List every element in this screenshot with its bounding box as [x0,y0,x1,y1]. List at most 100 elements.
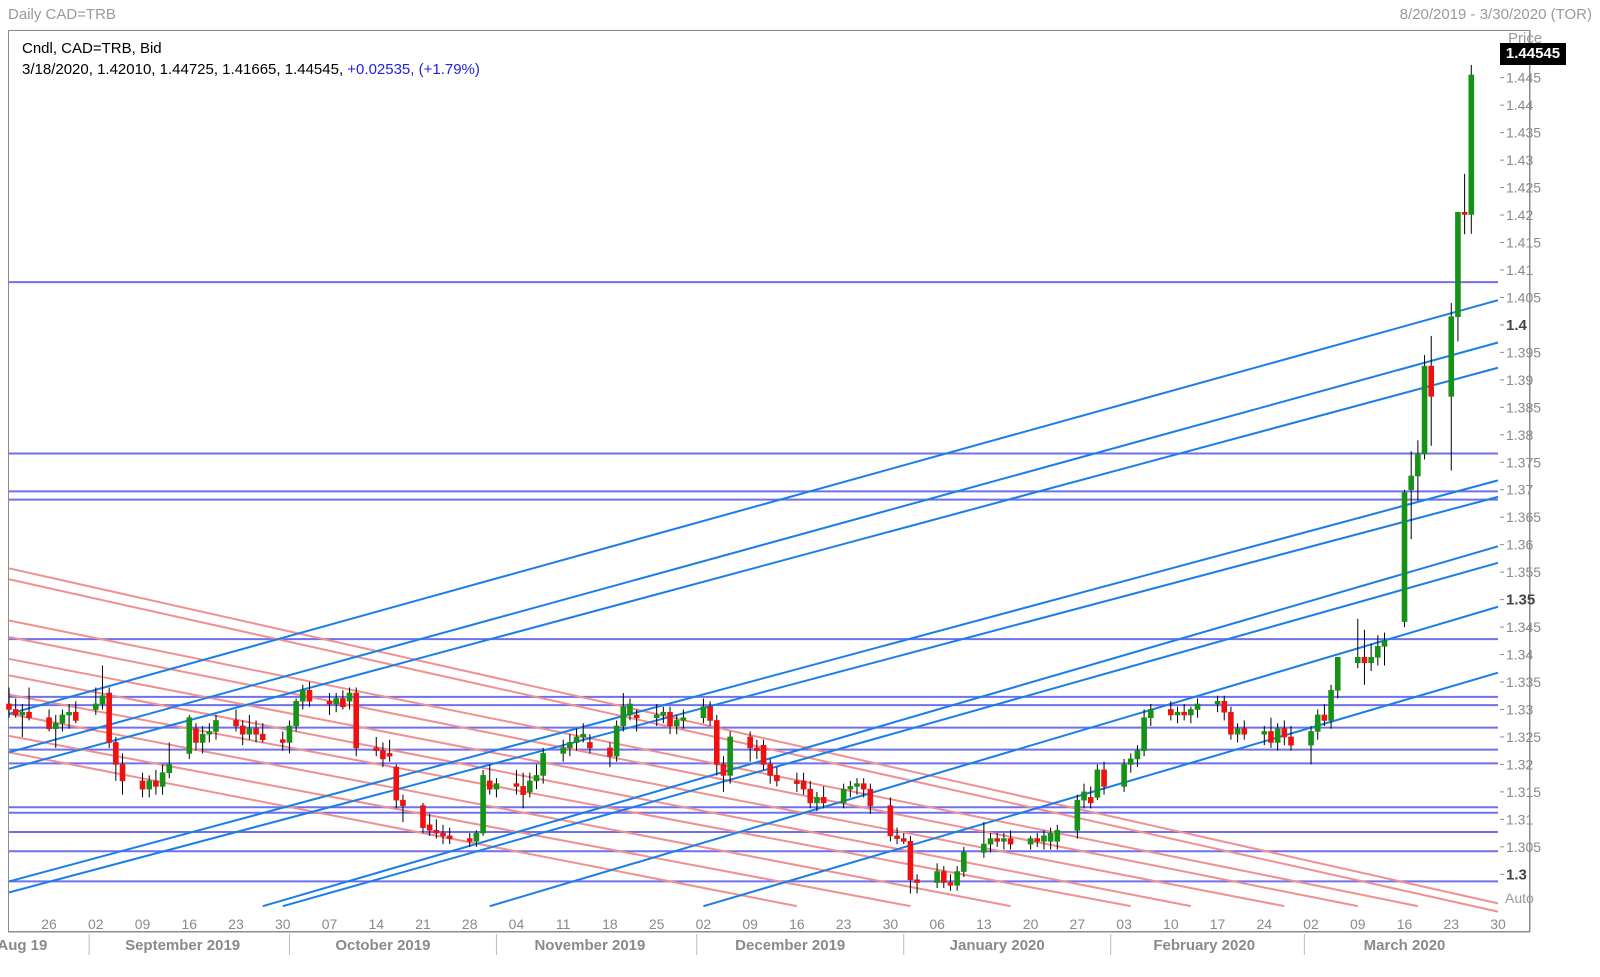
candle-up[interactable] [987,838,994,845]
candle-up[interactable] [159,772,166,787]
candle-down[interactable] [607,747,613,757]
candle-up[interactable] [653,714,660,719]
uptrend-line[interactable] [703,671,1499,908]
candle-down[interactable] [1461,211,1468,215]
candle-down[interactable] [513,783,520,787]
candle-down[interactable] [894,835,900,839]
candle-down[interactable] [12,709,19,716]
candle-down[interactable] [353,692,360,749]
candle-up[interactable] [1074,799,1081,831]
candle-down[interactable] [907,841,914,881]
downtrend-line[interactable] [8,734,911,908]
candle-down[interactable] [1034,838,1041,842]
candle-up[interactable] [1314,714,1321,732]
downtrend-line[interactable] [8,674,1192,908]
candle-up[interactable] [206,731,213,735]
candle-up[interactable] [1134,750,1141,760]
candle-down[interactable] [1281,728,1288,738]
candle-up[interactable] [840,788,847,804]
candle-down[interactable] [667,711,673,727]
candle-down[interactable] [820,797,827,804]
candle-down[interactable] [1101,769,1107,787]
candle-down[interactable] [440,832,446,837]
candle-up[interactable] [1375,645,1381,658]
candle-up[interactable] [660,711,667,716]
candle-up[interactable] [1141,717,1147,751]
candle-up[interactable] [573,736,580,743]
uptrend-line[interactable] [8,299,1499,715]
candle-up[interactable] [1174,711,1181,716]
uptrend-line[interactable] [8,495,1499,894]
candle-up[interactable] [527,780,533,793]
candle-up[interactable] [1455,211,1461,317]
candle-down[interactable] [1361,656,1368,664]
candle-down[interactable] [947,882,954,886]
candle-up[interactable] [19,711,26,716]
candle-down[interactable] [1428,365,1435,397]
candle-down[interactable] [420,805,426,828]
candle-down[interactable] [633,714,640,719]
candle-up[interactable] [1094,769,1101,798]
candle-up[interactable] [680,717,687,721]
candle-up[interactable] [814,797,820,804]
candle-down[interactable] [373,747,380,751]
candle-up[interactable] [854,783,860,787]
candle-down[interactable] [386,753,393,757]
candle-down[interactable] [153,780,159,787]
candle-up[interactable] [493,783,500,790]
candle-down[interactable] [446,835,453,839]
candle-up[interactable] [480,775,486,834]
candle-down[interactable] [400,799,406,806]
candle-down[interactable] [139,780,146,790]
downtrend-line[interactable] [8,693,1131,908]
candle-down[interactable] [1268,731,1274,743]
candle-up[interactable] [673,720,680,727]
candle-up[interactable] [1415,453,1421,477]
candle-down[interactable] [1181,711,1187,716]
candle-up[interactable] [627,703,633,716]
candle-down[interactable] [887,805,894,837]
candle-up[interactable] [186,717,193,754]
candle-up[interactable] [613,725,620,757]
candle-down[interactable] [867,788,874,806]
candle-down[interactable] [1087,797,1094,804]
candle-down[interactable] [486,780,493,790]
candle-up[interactable] [1214,700,1221,705]
candle-down[interactable] [994,838,1001,842]
candle-up[interactable] [1328,689,1334,721]
candle-down[interactable] [340,698,346,708]
candle-down[interactable] [1288,736,1294,746]
candle-down[interactable] [1007,838,1014,845]
candle-down[interactable] [433,830,440,834]
candle-up[interactable] [727,736,733,776]
candle-up[interactable] [1421,365,1428,455]
candle-down[interactable] [707,706,713,721]
candle-up[interactable] [1027,838,1034,845]
candle-up[interactable] [700,706,707,719]
uptrend-line[interactable] [262,545,1499,908]
candle-up[interactable] [1261,731,1268,735]
candle-down[interactable] [259,733,266,740]
candle-down[interactable] [1228,711,1234,735]
candle-up[interactable] [1121,764,1127,787]
candle-up[interactable] [1054,830,1061,842]
candle-down[interactable] [520,786,526,795]
candle-up[interactable] [981,843,987,853]
candle-up[interactable] [533,775,540,782]
downtrend-line[interactable] [8,578,1499,913]
candle-down[interactable] [1321,714,1328,721]
candle-up[interactable] [286,725,293,743]
candle-up[interactable] [146,780,153,790]
candle-up[interactable] [1047,832,1054,842]
candle-up[interactable] [246,728,253,735]
candle-down[interactable] [914,879,920,883]
downtrend-line[interactable] [8,619,1419,908]
candle-down[interactable] [807,788,814,804]
candle-up[interactable] [1234,728,1241,735]
candle-down[interactable] [253,728,259,735]
candle-up[interactable] [954,871,960,886]
candle-down[interactable] [794,780,800,784]
candle-down[interactable] [279,739,286,743]
candle-down[interactable] [720,764,727,776]
